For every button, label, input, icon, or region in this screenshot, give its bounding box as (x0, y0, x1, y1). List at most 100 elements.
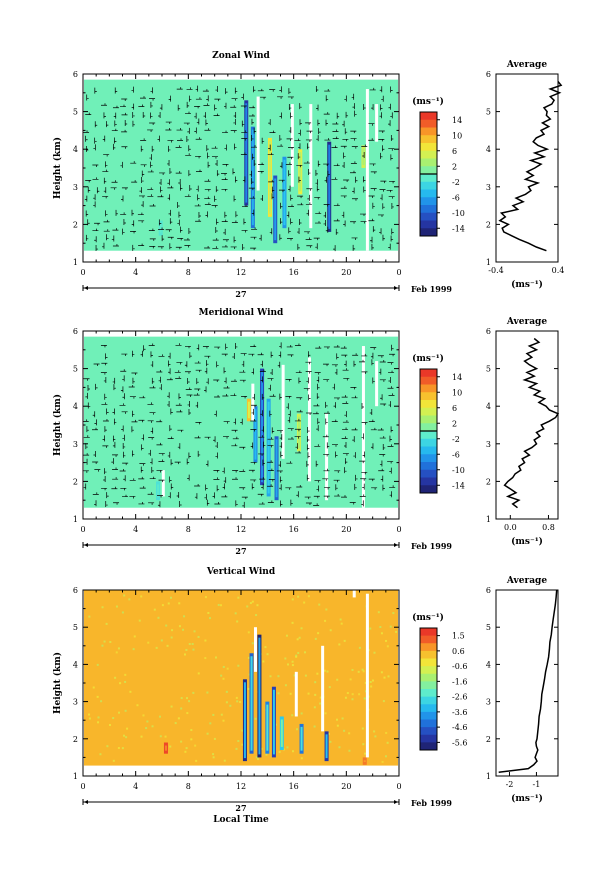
wind-barb (294, 343, 301, 346)
x-tick-label: 16 (289, 525, 299, 534)
colorbar-segment (420, 711, 437, 720)
data-event-core (297, 416, 300, 449)
data-gap (365, 89, 369, 251)
wind-barb (85, 135, 88, 142)
speckle (387, 675, 390, 678)
wind-barb (306, 130, 313, 134)
speckle (284, 684, 287, 687)
wind-barb (102, 445, 109, 448)
wind-barb (212, 246, 219, 249)
wind-barb (324, 138, 331, 141)
profile-y-tick-label: 3 (486, 440, 491, 449)
speckle (128, 598, 131, 601)
data-event-core (268, 140, 271, 214)
wind-barb (224, 144, 227, 151)
wind-barb (387, 362, 394, 365)
wind-barb (332, 383, 335, 390)
wind-barb (351, 395, 358, 399)
wind-barb (306, 444, 310, 451)
wind-barb (203, 112, 206, 119)
speckle (140, 735, 143, 738)
wind-barb (242, 243, 245, 250)
wind-barb (157, 246, 164, 249)
wind-barb (194, 361, 201, 364)
wind-barb (305, 371, 312, 374)
wind-barb (149, 122, 156, 126)
wind-barb (343, 179, 350, 183)
wind-barb (195, 422, 202, 425)
wind-barb (204, 355, 211, 359)
date-month-label: Feb 1999 (411, 541, 452, 551)
wind-barb (250, 236, 257, 240)
speckle (212, 753, 215, 756)
wind-barb (333, 245, 336, 252)
wind-barb (332, 136, 339, 140)
data-event-core (363, 760, 366, 762)
wind-barb (132, 410, 135, 417)
wind-barb (341, 354, 348, 358)
speckle (160, 639, 163, 642)
vertical-profile-line (498, 589, 558, 774)
colorbar-segment (420, 454, 437, 463)
wind-barb (147, 402, 154, 405)
wind-barb (223, 228, 226, 235)
wind-barb (83, 378, 90, 381)
speckle (296, 728, 299, 731)
wind-barb (333, 203, 340, 206)
wind-barb (158, 453, 165, 456)
wind-barb (204, 386, 207, 393)
wind-barb (102, 135, 106, 142)
data-event-core (245, 103, 248, 203)
wind-barb (120, 161, 123, 168)
wind-barb (305, 361, 312, 365)
wind-barb (147, 420, 154, 423)
colorbar-tick-label: 2 (452, 419, 457, 428)
x-tick-label: 12 (236, 525, 246, 534)
speckle (106, 745, 109, 748)
colorbar-segment (420, 431, 437, 440)
wind-barb (279, 218, 283, 225)
meridional-wind-title: Meridional Wind (199, 308, 284, 318)
speckle (138, 619, 141, 622)
x-tick-label: 0 (396, 268, 401, 277)
wind-barb (250, 404, 257, 408)
wind-barb (290, 218, 293, 225)
wind-barb (186, 135, 189, 142)
colorbar-tick-label: 14 (452, 373, 462, 382)
wind-barb (213, 477, 220, 480)
wind-barb (370, 347, 377, 350)
speckle (247, 656, 250, 659)
wind-barb (214, 98, 221, 102)
wind-barb (343, 152, 346, 159)
wind-barb (150, 361, 154, 368)
wind-barb (288, 147, 295, 150)
wind-barb (240, 105, 247, 109)
speckle (204, 639, 207, 642)
wind-barb (353, 452, 356, 459)
wind-barb (93, 201, 96, 208)
speckle (340, 622, 343, 625)
meridional-profile-unit: (ms⁻¹) (511, 536, 543, 547)
wind-barb (185, 387, 192, 390)
wind-barb (361, 353, 368, 357)
wind-barb (150, 87, 153, 94)
colorbar-tick-label: -10 (452, 209, 465, 218)
wind-barb (361, 422, 368, 425)
wind-barb (241, 93, 244, 100)
wind-barb (205, 460, 209, 467)
colorbar-segment (420, 438, 437, 447)
wind-barb (267, 437, 274, 440)
wind-barb (248, 187, 255, 191)
speckle (118, 711, 121, 714)
wind-barb (148, 228, 155, 231)
speckle (343, 639, 346, 642)
wind-barb (305, 502, 312, 505)
wind-barb (360, 478, 367, 481)
speckle (293, 674, 296, 677)
wind-barb (230, 105, 237, 108)
wind-barb (103, 229, 110, 232)
wind-barb (371, 359, 374, 366)
wind-barb (304, 496, 311, 500)
wind-barb (175, 376, 182, 379)
